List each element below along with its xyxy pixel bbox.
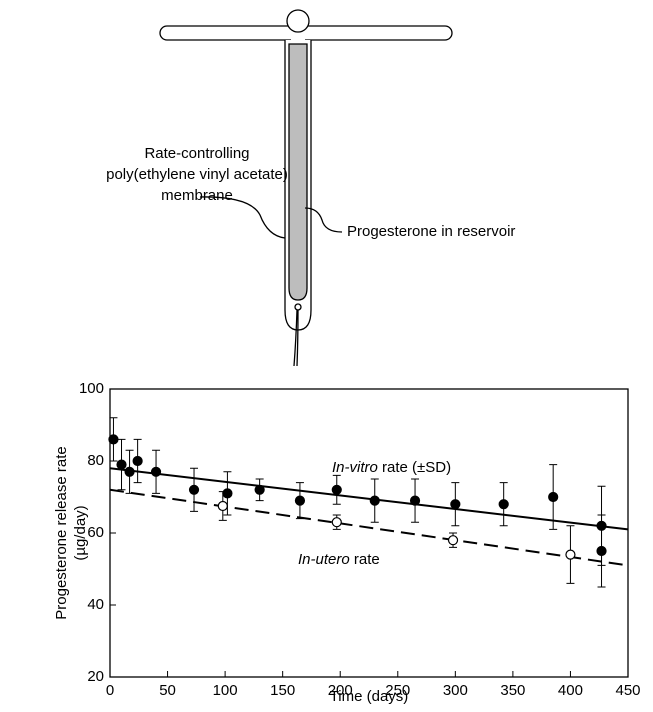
reservoir [288,43,308,301]
data-point [116,459,127,470]
data-point [447,535,459,546]
data-point [596,545,607,557]
series-label: In-vitro rate (±SD) [332,459,451,476]
diagram-label: membrane [161,187,233,204]
y-tick-label: 100 [79,380,104,397]
plot-frame [109,388,629,678]
x-tick-label: 200 [328,682,353,699]
data-point [548,491,559,503]
data-point [217,500,228,512]
fit-line [109,467,629,531]
x-tick-label: 50 [159,682,176,699]
diagram-label: Rate-controlling [144,145,249,162]
top-bulb [286,9,310,33]
diagram-label: Progesterone in reservoir [347,223,515,240]
data-point [132,455,143,467]
data-point [565,549,576,560]
x-tick-label: 400 [558,682,583,699]
x-tick-label: 450 [615,682,640,699]
y-axis-label: Progesterone release rate [53,446,70,619]
data-point [222,488,233,499]
reservoir-leader [304,207,343,233]
data-point [124,466,135,477]
data-point [331,484,342,495]
diagram-label: poly(ethylene vinyl acetate) [106,166,288,183]
data-point [450,499,461,510]
x-tick-label: 350 [500,682,525,699]
data-point [331,517,342,528]
strings [293,309,299,367]
y-tick-label: 20 [87,668,104,685]
iud-drawing [159,9,453,367]
data-point [108,434,119,445]
fit-line [109,488,629,567]
data-point [409,495,421,506]
x-tick-label: 150 [270,682,295,699]
x-tick-label: 250 [385,682,410,699]
series-name: In-utero [298,551,350,568]
data-point [188,484,200,495]
series-label-rest: rate [350,551,380,568]
data-point [294,495,306,506]
series-name: In-vitro [332,459,378,476]
x-tick-label: 100 [213,682,238,699]
membrane-leader [199,196,286,239]
y-axis-label: (µg/day) [72,505,89,560]
data-point [369,495,380,506]
data-point [150,466,162,477]
series-label: In-utero rate [298,551,380,568]
x-axis-label: Time (days) [330,688,409,705]
joint [291,34,305,42]
y-tick-label: 80 [87,452,104,469]
series-label-rest: rate (±SD) [378,459,451,476]
x-tick-label: 0 [106,682,114,699]
y-tick-label: 60 [87,524,104,541]
x-tick-label: 300 [443,682,468,699]
y-tick-label: 40 [87,596,104,613]
data-point [498,499,509,510]
data-point [254,484,265,495]
